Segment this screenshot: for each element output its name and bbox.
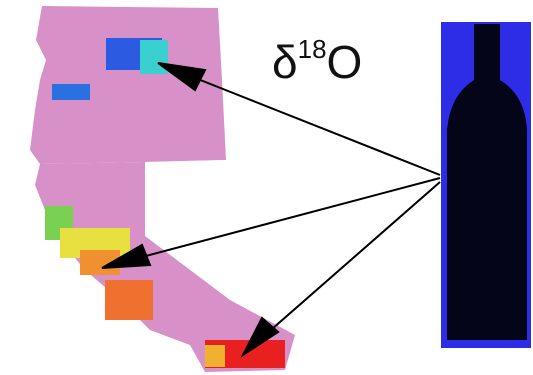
nevada-gap [145, 160, 232, 236]
bottle-panel [441, 22, 531, 348]
ca-south-y [205, 345, 225, 367]
map [30, 6, 295, 372]
wa-region-hi [140, 40, 168, 74]
superscript: 18 [298, 34, 327, 64]
element: O [327, 36, 363, 88]
or-region [52, 84, 90, 100]
delta: δ [272, 36, 298, 88]
figure: δ18O [0, 0, 533, 375]
ca-central [105, 280, 153, 320]
isotope-label: δ18O [272, 34, 362, 88]
arrow [248, 182, 440, 350]
